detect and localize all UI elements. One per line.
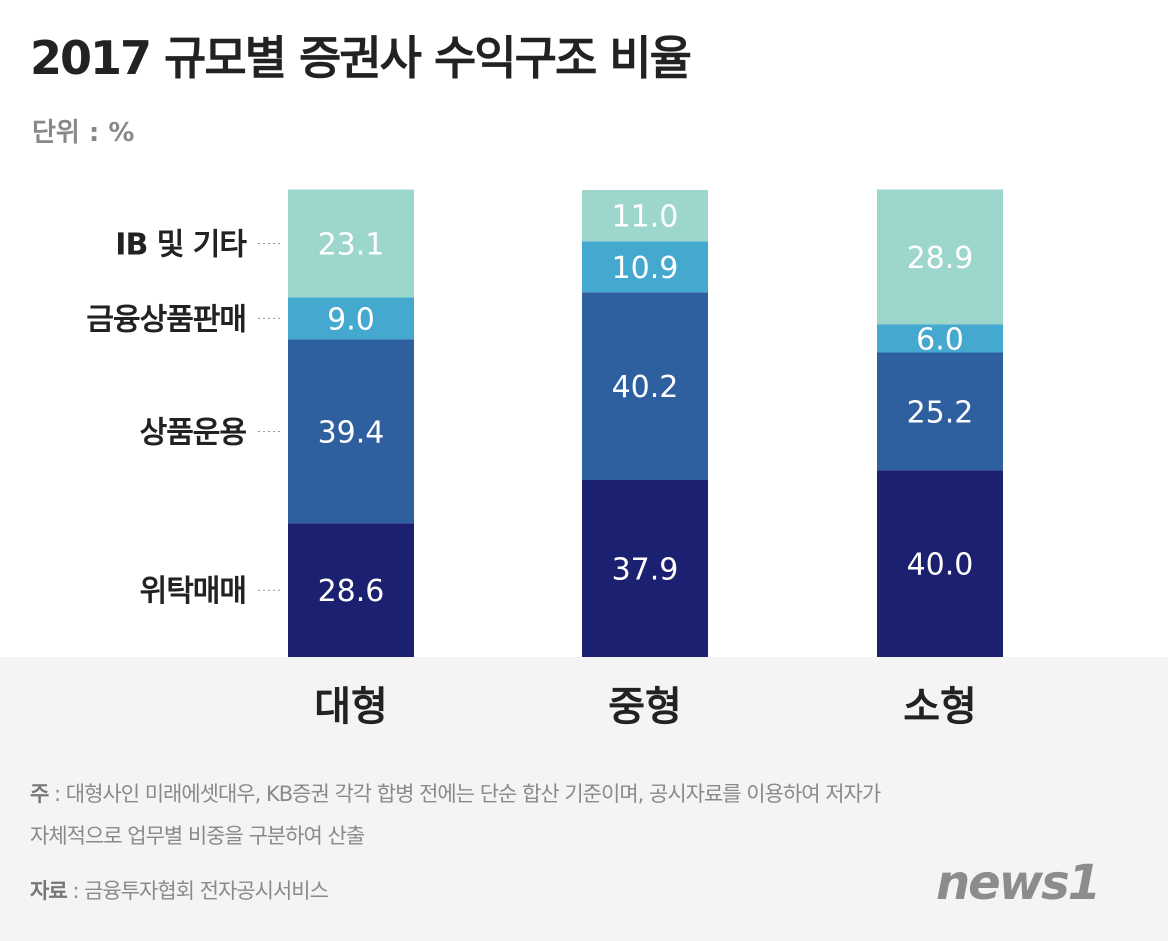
bar-segment <box>582 190 708 242</box>
data-label: 39.4 <box>318 415 385 450</box>
bar-segment <box>582 241 708 293</box>
data-label: 6.0 <box>916 323 964 358</box>
footnote-line2: 자체적으로 업무별 비중을 구분하여 산출 <box>30 824 365 848</box>
data-label: 28.9 <box>907 241 974 276</box>
data-label: 9.0 <box>327 302 375 337</box>
chart-title: 2017 규모별 증권사 수익구조 비율 <box>30 31 692 85</box>
legend-label: 금융상품판매 <box>86 302 246 337</box>
legend-label: IB 및 기타 <box>115 227 247 262</box>
legend-label: 상품운용 <box>140 415 247 450</box>
bar-segment <box>877 189 1003 325</box>
category-band <box>0 657 1168 941</box>
footnote-line1: 주 : 대형사인 미래에셋대우, KB증권 각각 합병 전에는 단순 합산 기준… <box>30 778 881 808</box>
unit-label: 단위 : % <box>32 118 135 148</box>
bar-segment <box>288 339 414 524</box>
data-label: 37.9 <box>612 553 679 588</box>
bar-segment <box>877 352 1003 471</box>
bar-segment <box>582 292 708 481</box>
source-line: 자료 : 금융투자협회 전자공시서비스 <box>30 875 329 905</box>
data-label: 25.2 <box>907 395 974 430</box>
note-text: : 대형사인 미래에셋대우, KB증권 각각 합병 전에는 단순 합산 기준이며… <box>48 782 881 806</box>
bar-segment <box>877 470 1003 657</box>
data-label: 40.0 <box>907 548 974 583</box>
source-label: 자료 <box>30 879 68 903</box>
source-text: : 금융투자협회 전자공시서비스 <box>66 879 329 903</box>
bar-segment <box>877 324 1003 353</box>
category-label: 중형 <box>608 684 682 730</box>
data-label: 40.2 <box>612 370 679 405</box>
category-label: 소형 <box>903 684 977 730</box>
category-label: 대형 <box>314 684 388 730</box>
bar-segment <box>288 189 414 298</box>
bar-segment <box>288 523 414 657</box>
data-label: 11.0 <box>612 200 679 235</box>
data-label: 28.6 <box>318 574 385 609</box>
data-label: 23.1 <box>318 227 385 262</box>
news1-logo: news1 <box>936 855 1101 911</box>
data-label: 10.9 <box>612 251 679 286</box>
note-label: 주 <box>30 782 49 806</box>
legend-label: 위탁매매 <box>140 574 246 609</box>
bar-segment <box>288 297 414 340</box>
bar-segment <box>582 480 708 657</box>
